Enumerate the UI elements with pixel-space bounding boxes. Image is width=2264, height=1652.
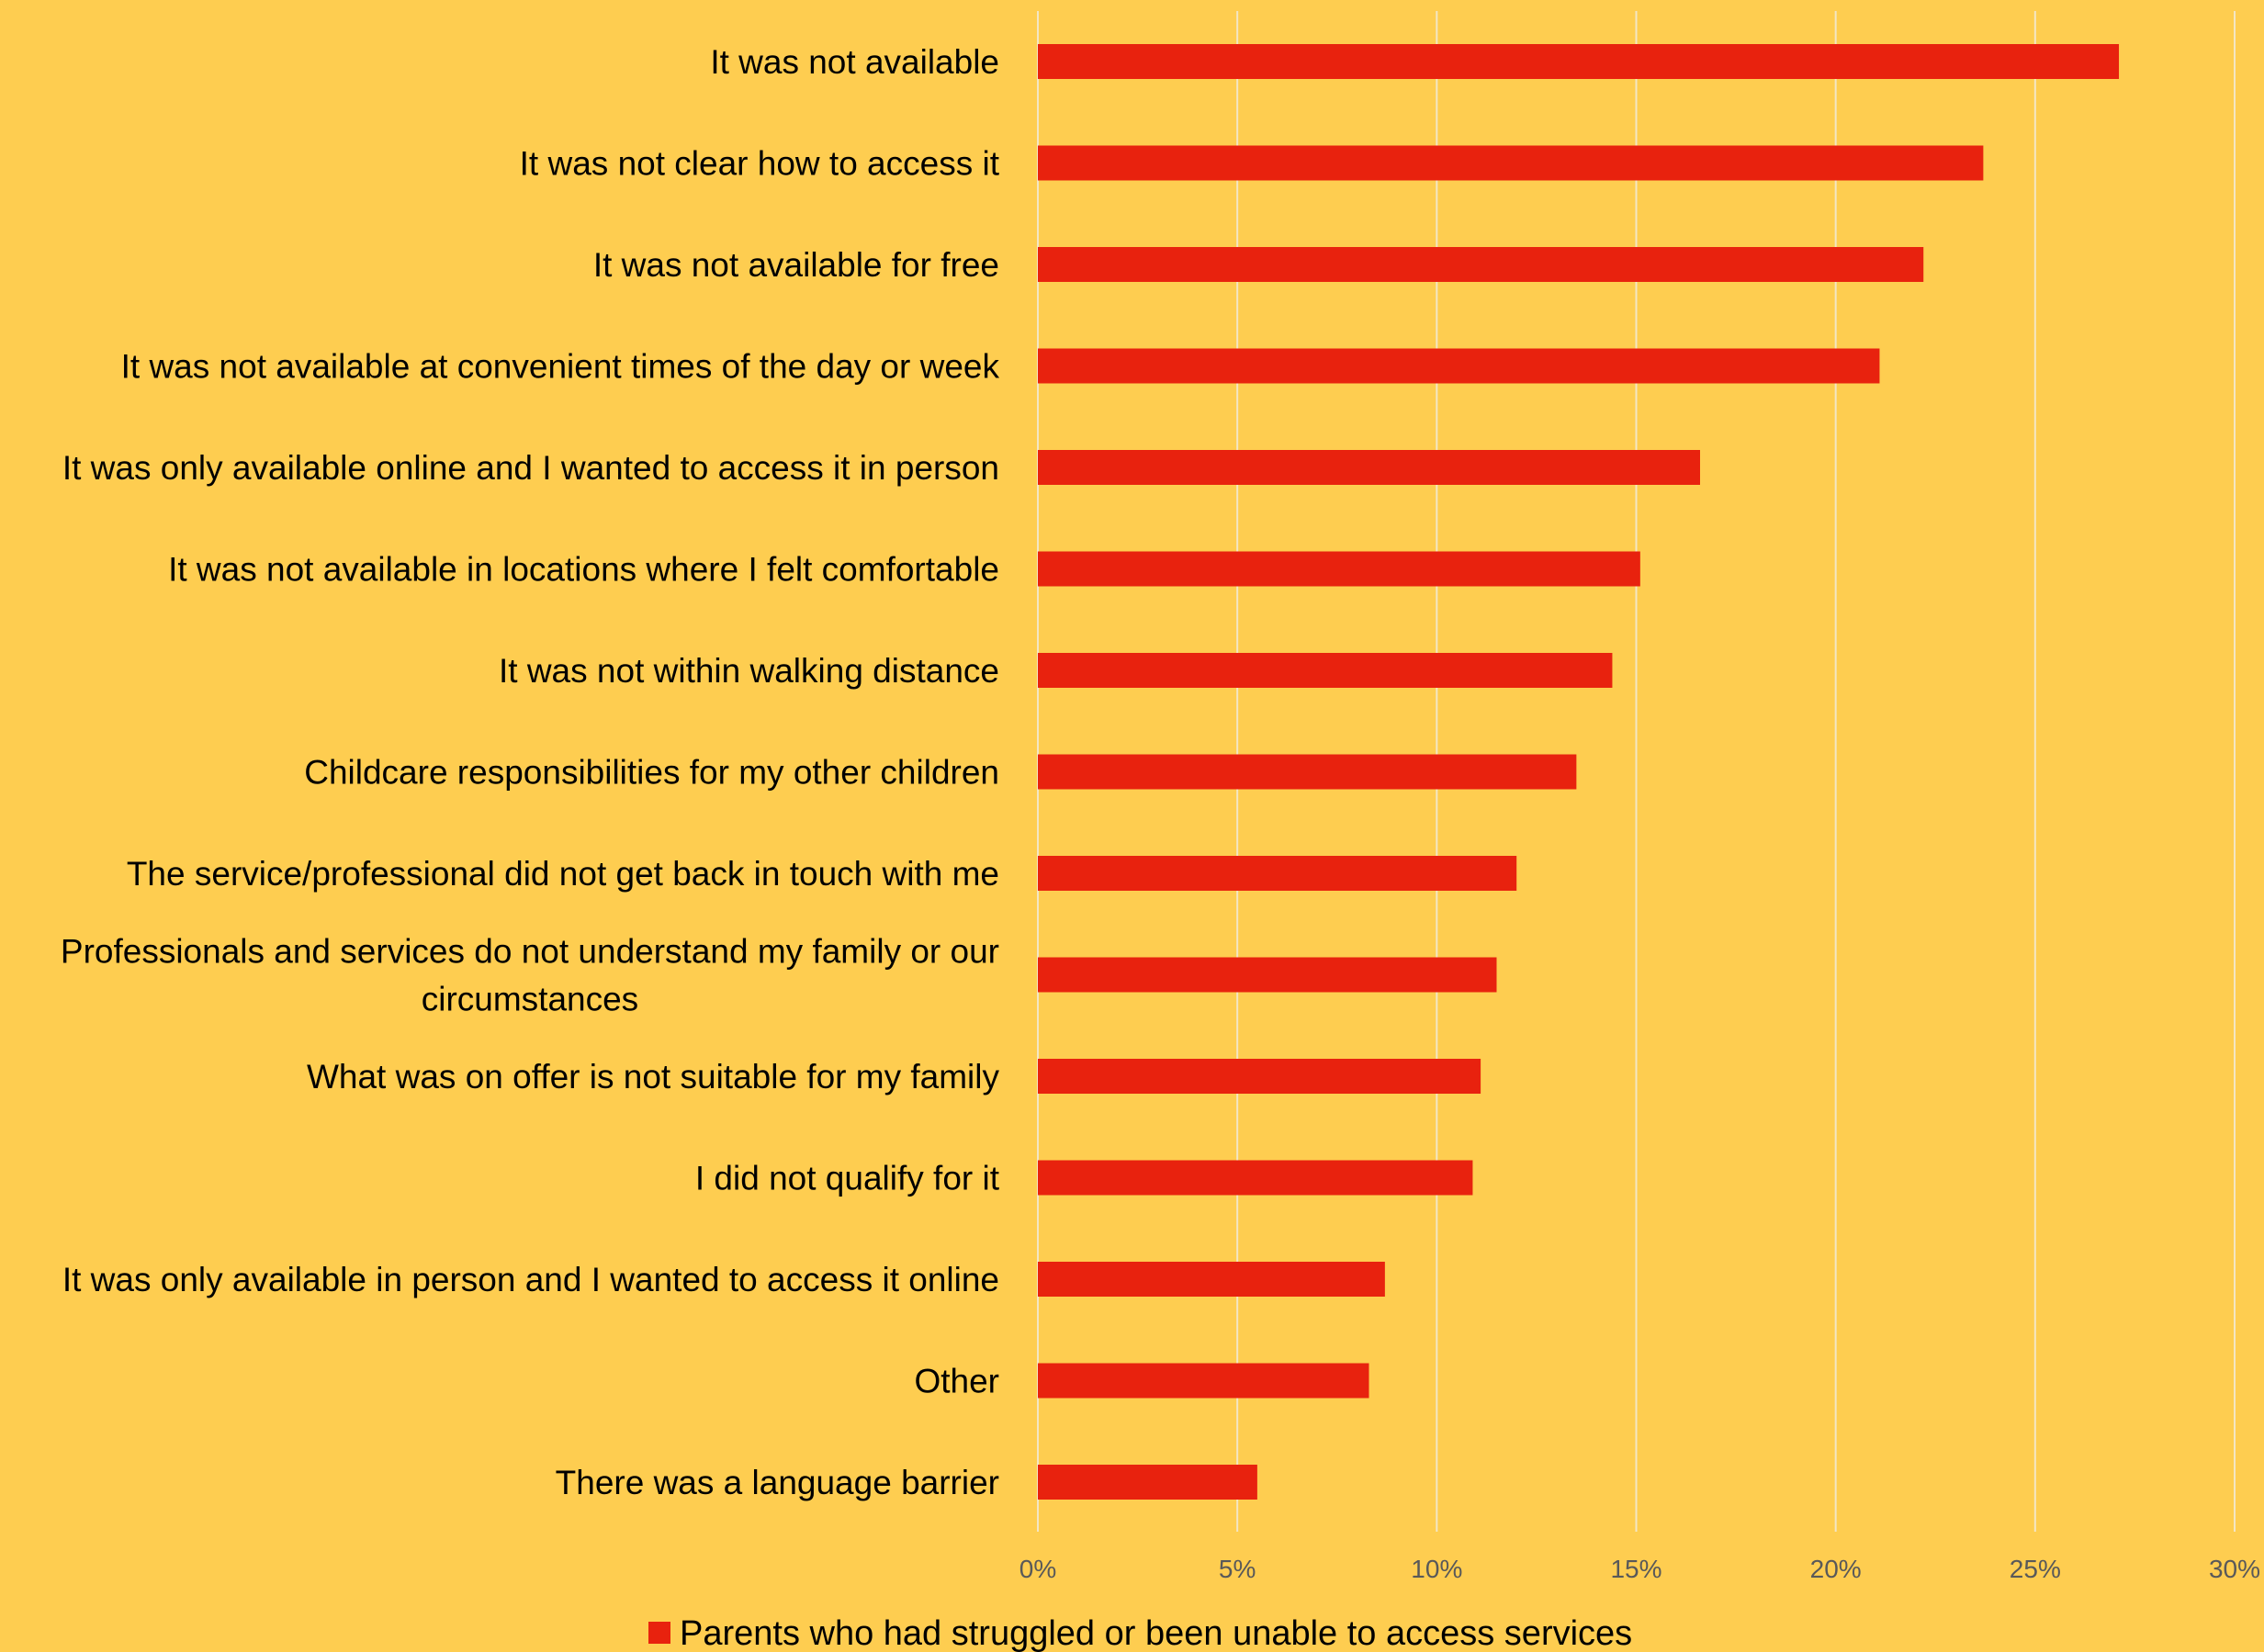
category-label-5: It was not available in locations where … (168, 551, 999, 589)
x-tick-label-4: 20% (1810, 1555, 1862, 1583)
bar-6 (1038, 653, 1613, 688)
category-label-0: It was not available (710, 43, 999, 81)
category-label-6: It was not within walking distance (499, 652, 999, 690)
x-tick-label-0: 0% (1019, 1555, 1056, 1583)
bar-12 (1038, 1262, 1385, 1297)
category-label-14: There was a language barrier (556, 1464, 999, 1501)
category-label-1: It was not clear how to access it (520, 145, 1000, 183)
category-label-11: I did not qualify for it (695, 1160, 1000, 1197)
legend-label: Parents who had struggled or been unable… (680, 1614, 1632, 1652)
bar-3 (1038, 348, 1880, 384)
category-label-9: Professionals and services do not unders… (61, 933, 999, 1018)
bar-9 (1038, 957, 1497, 993)
x-tick-label-1: 5% (1219, 1555, 1256, 1583)
bar-5 (1038, 551, 1640, 587)
category-label-3: It was not available at convenient times… (121, 348, 1000, 386)
category-label-8: The service/professional did not get bac… (127, 855, 999, 893)
bar-2 (1038, 247, 1924, 282)
category-label-12: It was only available in person and I wa… (62, 1261, 999, 1298)
legend-swatch (648, 1622, 670, 1644)
bar-1 (1038, 145, 1984, 181)
bar-7 (1038, 754, 1577, 790)
bar-11 (1038, 1160, 1473, 1196)
category-label-2: It was not available for free (593, 246, 999, 284)
bars (1038, 44, 2120, 1500)
x-axis-ticks: 0% 5% 10% 15% 20% 25% 30% (1019, 1555, 2260, 1583)
bar-4 (1038, 450, 1700, 485)
category-labels: It was not available It was not clear how… (61, 43, 1000, 1501)
legend: Parents who had struggled or been unable… (648, 1614, 1632, 1652)
bar-14 (1038, 1465, 1257, 1500)
bar-8 (1038, 856, 1517, 891)
category-label-4: It was only available online and I wante… (62, 449, 999, 487)
bar-0 (1038, 44, 2120, 79)
bar-10 (1038, 1059, 1481, 1094)
x-tick-label-5: 25% (2010, 1555, 2061, 1583)
x-tick-label-2: 10% (1411, 1555, 1462, 1583)
category-label-13: Other (914, 1363, 999, 1400)
x-tick-label-6: 30% (2209, 1555, 2260, 1583)
category-label-7: Childcare responsibilities for my other … (304, 754, 999, 792)
x-tick-label-3: 15% (1610, 1555, 1661, 1583)
category-label-10: What was on offer is not suitable for my… (307, 1058, 1000, 1096)
bar-13 (1038, 1363, 1369, 1399)
